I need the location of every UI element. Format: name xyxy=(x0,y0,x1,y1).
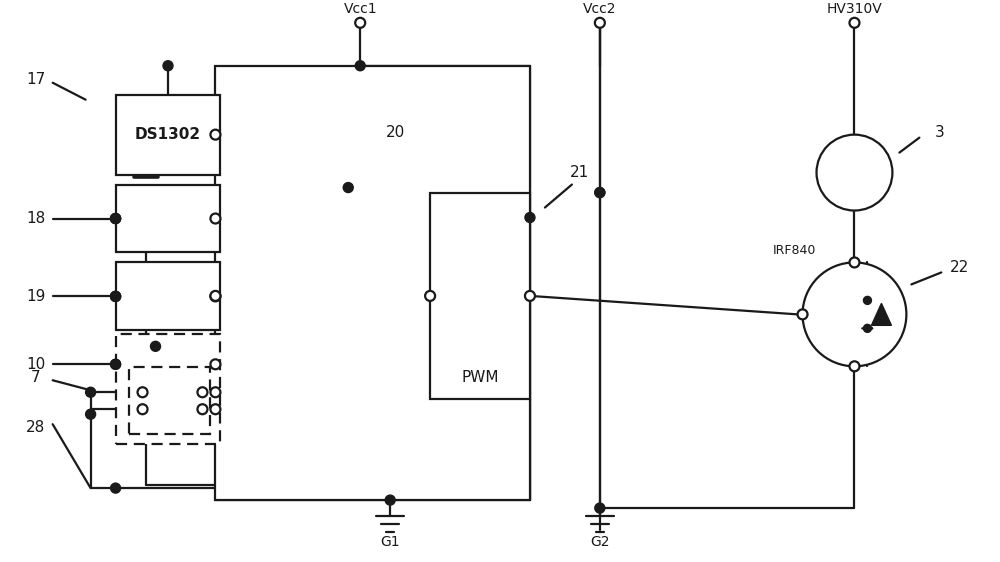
Text: 19: 19 xyxy=(26,289,45,304)
Text: Vcc2: Vcc2 xyxy=(583,2,617,16)
Circle shape xyxy=(111,359,121,369)
Text: 28: 28 xyxy=(26,420,45,434)
Circle shape xyxy=(595,188,605,198)
Circle shape xyxy=(86,387,96,397)
Text: 7: 7 xyxy=(31,370,41,385)
Circle shape xyxy=(210,291,220,301)
Bar xyxy=(116,334,220,444)
Circle shape xyxy=(595,188,605,198)
Text: PWM: PWM xyxy=(461,370,499,385)
Circle shape xyxy=(803,262,906,366)
Circle shape xyxy=(138,404,148,414)
Text: 22: 22 xyxy=(950,260,969,275)
Text: 10: 10 xyxy=(26,357,45,372)
Circle shape xyxy=(163,61,173,71)
Bar xyxy=(116,184,220,252)
Circle shape xyxy=(111,292,121,301)
Bar xyxy=(129,368,210,434)
Circle shape xyxy=(849,257,859,268)
Bar xyxy=(116,95,220,175)
Circle shape xyxy=(111,292,121,301)
Circle shape xyxy=(197,404,207,414)
Circle shape xyxy=(525,212,535,223)
Circle shape xyxy=(197,387,207,397)
Circle shape xyxy=(863,296,871,305)
Circle shape xyxy=(210,404,220,414)
Circle shape xyxy=(798,309,808,319)
Circle shape xyxy=(111,359,121,369)
Circle shape xyxy=(595,503,605,513)
Circle shape xyxy=(210,387,220,397)
Circle shape xyxy=(138,387,148,397)
Circle shape xyxy=(210,292,220,301)
Text: 18: 18 xyxy=(26,211,45,226)
Circle shape xyxy=(849,361,859,371)
Circle shape xyxy=(849,18,859,28)
Text: G2: G2 xyxy=(590,535,610,549)
Text: 3: 3 xyxy=(934,125,944,140)
Circle shape xyxy=(817,135,892,211)
Circle shape xyxy=(86,409,96,419)
Bar xyxy=(430,193,530,399)
Circle shape xyxy=(210,359,220,369)
Bar xyxy=(116,262,220,330)
Circle shape xyxy=(863,324,871,332)
Circle shape xyxy=(343,183,353,193)
Text: IRF840: IRF840 xyxy=(773,244,816,257)
Text: G1: G1 xyxy=(380,535,400,549)
Circle shape xyxy=(355,18,365,28)
Text: DS1302: DS1302 xyxy=(135,127,201,142)
Circle shape xyxy=(355,61,365,71)
Polygon shape xyxy=(871,303,891,325)
Text: 21: 21 xyxy=(570,165,590,180)
Circle shape xyxy=(525,291,535,301)
Circle shape xyxy=(111,214,121,224)
Circle shape xyxy=(111,483,121,493)
Bar xyxy=(215,66,530,500)
Text: 20: 20 xyxy=(386,125,405,140)
Text: 17: 17 xyxy=(26,72,45,87)
Circle shape xyxy=(111,214,121,224)
Text: Vcc1: Vcc1 xyxy=(343,2,377,16)
Circle shape xyxy=(210,130,220,139)
Circle shape xyxy=(385,495,395,505)
Circle shape xyxy=(210,214,220,224)
Text: HV310V: HV310V xyxy=(827,2,882,16)
Circle shape xyxy=(111,214,121,224)
Circle shape xyxy=(151,341,161,351)
Circle shape xyxy=(111,292,121,301)
Circle shape xyxy=(595,18,605,28)
Circle shape xyxy=(425,291,435,301)
